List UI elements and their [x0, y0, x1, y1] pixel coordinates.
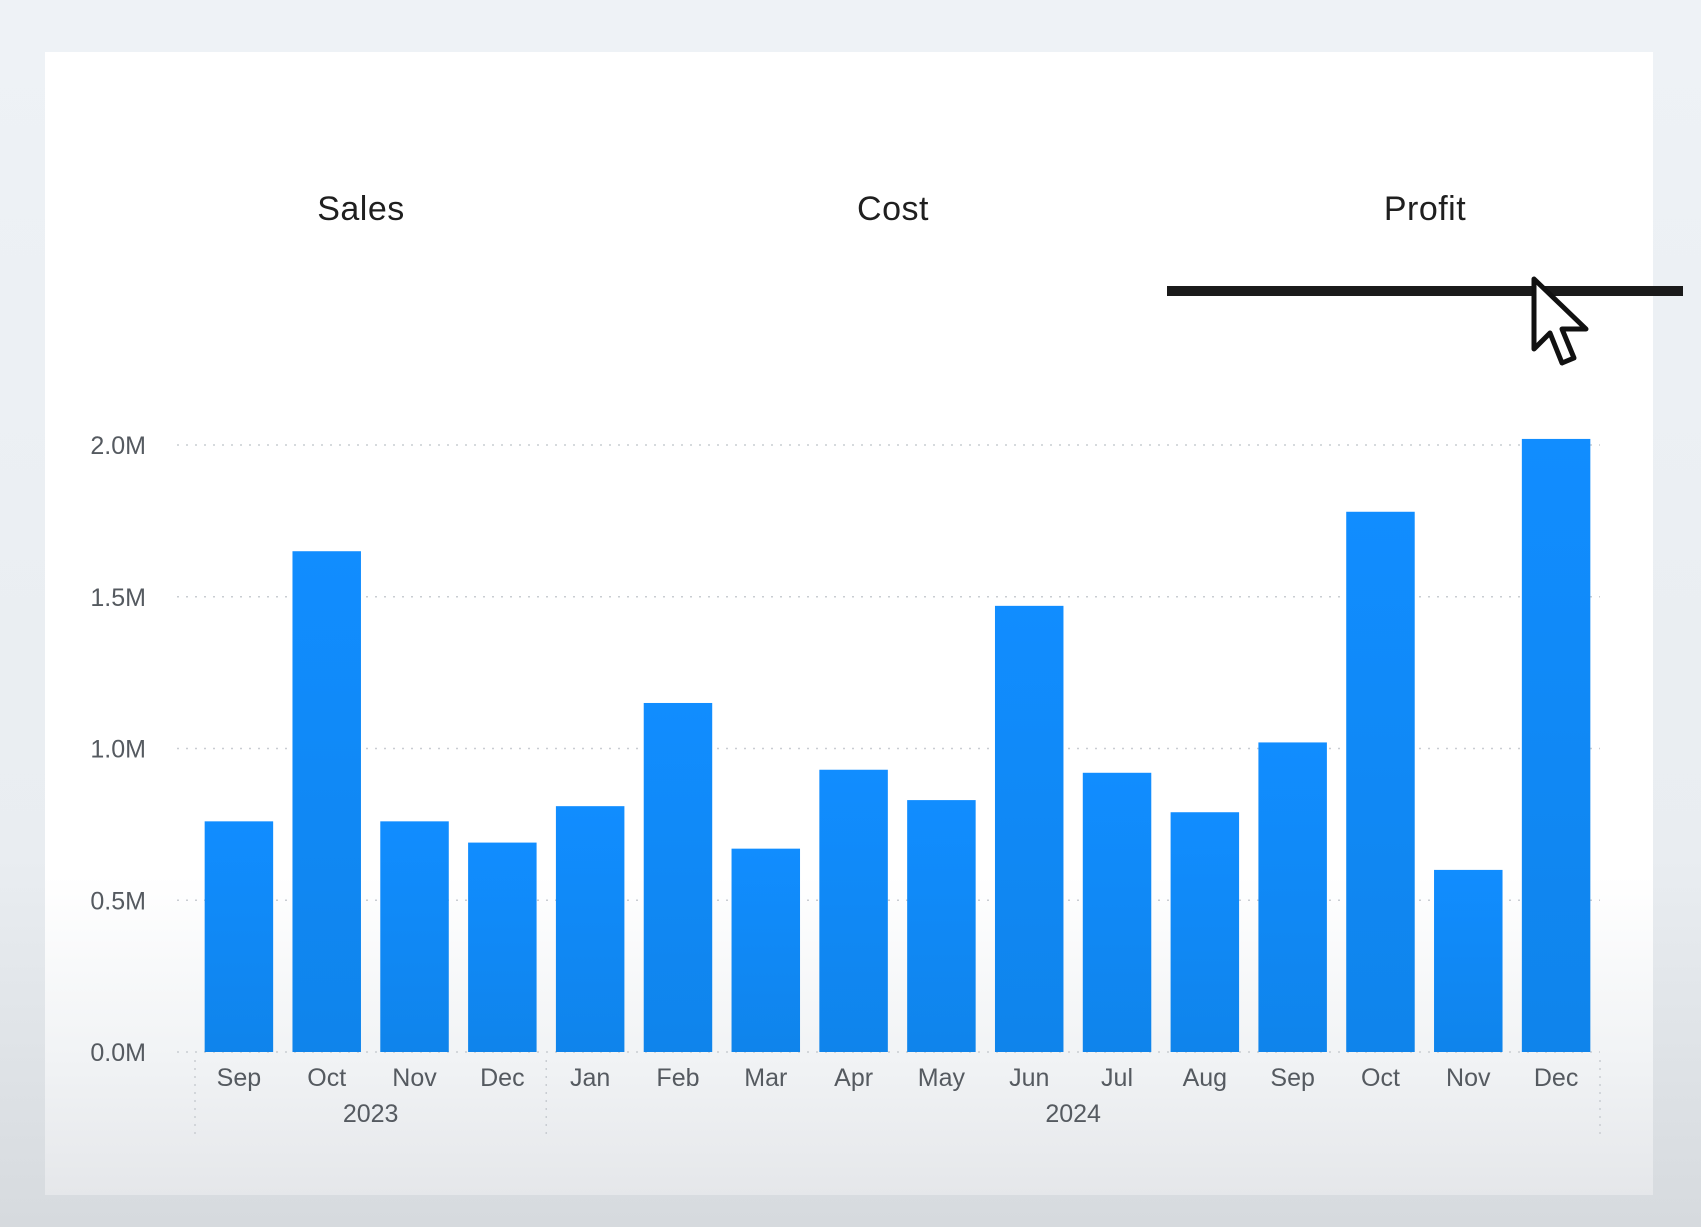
tab-profit[interactable]: Profit — [1167, 136, 1683, 336]
x-tick-label: Aug — [1183, 1064, 1227, 1092]
bar — [204, 821, 274, 1052]
year-label: 2024 — [1045, 1100, 1101, 1128]
x-tick-label: Feb — [656, 1064, 699, 1092]
x-tick-label: Nov — [392, 1064, 437, 1092]
bar — [643, 702, 713, 1052]
tab-sales[interactable]: Sales — [103, 136, 619, 336]
tab-profit-underline — [1167, 286, 1683, 296]
bar — [994, 605, 1064, 1052]
tab-cost-label: Cost — [857, 190, 929, 228]
bar — [1258, 742, 1327, 1052]
bar — [292, 551, 361, 1052]
y-tick-label: 0.0M — [90, 1039, 146, 1067]
x-tick-label: Apr — [834, 1064, 873, 1092]
bar — [555, 806, 625, 1052]
mouse-pointer-icon — [1531, 276, 1589, 366]
tab-cost[interactable]: Cost — [635, 136, 1151, 336]
x-tick-label: Oct — [1361, 1064, 1400, 1092]
bar — [1082, 772, 1152, 1052]
x-tick-label: Dec — [1534, 1064, 1578, 1092]
year-label: 2023 — [343, 1100, 399, 1128]
x-tick-label: Oct — [307, 1064, 346, 1092]
x-tick-label: Jul — [1101, 1064, 1133, 1092]
y-tick-label: 1.0M — [90, 736, 146, 764]
x-tick-label: Mar — [744, 1064, 787, 1092]
x-tick-label: Jun — [1009, 1064, 1049, 1092]
bar — [468, 842, 537, 1052]
metric-tabs: Sales Cost Profit — [45, 52, 1683, 296]
bar — [1521, 438, 1591, 1052]
x-tick-label: Sep — [1270, 1064, 1314, 1092]
bar — [380, 821, 449, 1052]
y-tick-label: 1.5M — [90, 584, 146, 612]
x-tick-label: Sep — [217, 1064, 261, 1092]
x-tick-label: Jan — [570, 1064, 610, 1092]
bar — [819, 769, 888, 1052]
bar — [1434, 869, 1503, 1052]
bar — [1170, 812, 1240, 1052]
tab-sales-label: Sales — [317, 190, 405, 228]
y-tick-label: 2.0M — [90, 432, 146, 460]
x-tick-label: Nov — [1446, 1064, 1491, 1092]
tab-profit-label: Profit — [1383, 190, 1467, 228]
bar — [907, 800, 976, 1052]
y-tick-label: 0.5M — [90, 887, 146, 915]
x-tick-label: May — [918, 1064, 966, 1092]
bar — [731, 848, 801, 1052]
x-tick-label: Dec — [480, 1064, 524, 1092]
bar — [1346, 511, 1415, 1052]
